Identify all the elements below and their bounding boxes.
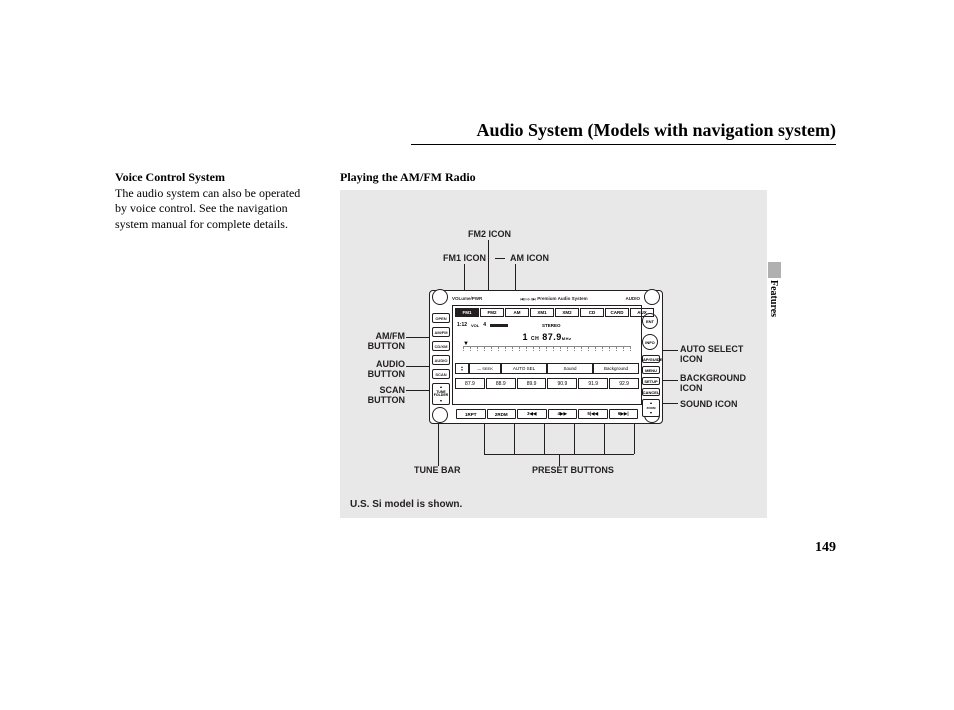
btn-5prev[interactable]: 5|◀◀ (578, 409, 608, 419)
sound-softkey[interactable]: Sound (547, 363, 593, 374)
btn-3rev[interactable]: 3◀◀ (517, 409, 547, 419)
open-button[interactable]: OPEN (432, 313, 450, 323)
left-button-column: OPEN AM/FM CD/XM AUDIO SCAN ▲ TUNE FOLDE… (432, 313, 450, 405)
amfm-button[interactable]: AM/FM (432, 327, 450, 337)
label-scan-button: SCAN BUTTON (350, 386, 405, 406)
side-tab-marker (768, 262, 781, 278)
label-audio-button: AUDIO BUTTON (350, 360, 405, 380)
radio-screen: FM1 FM2 AM XM1 XM2 CD CARD AUX 1:12 VOL … (452, 305, 642, 405)
stereo-indicator: STEREO (542, 323, 561, 328)
menu-button[interactable]: MENU (642, 366, 660, 374)
tune-up-icon: ▲ (439, 385, 442, 389)
label-fm2-icon: FM2 ICON (468, 230, 511, 240)
left-column: Voice Control System The audio system ca… (115, 170, 310, 232)
tune-folder-rocker[interactable]: ▲ TUNE FOLDER ▼ (432, 383, 450, 405)
bottom-button-row: 1RPT 2RDM 3◀◀ 4▶▶ 5|◀◀ 6▶▶| (456, 409, 638, 419)
scan-button[interactable]: SCAN (432, 369, 450, 379)
figure-caption: U.S. Si model is shown. (350, 499, 462, 510)
preset-4[interactable]: 90.9 (547, 378, 577, 389)
clock-value: 1:12 (457, 322, 467, 328)
auto-select-softkey[interactable]: AUTO SEL (501, 363, 547, 374)
tune-label: TUNE FOLDER (434, 391, 448, 398)
softkey-row: ▲ ▼ — SEEK AUTO SEL Sound Background (455, 363, 639, 374)
mapguide-button[interactable]: MAP/GUIDE (642, 355, 660, 363)
zoom-label: ZOOM (647, 406, 656, 410)
tune-down-icon: ▼ (439, 399, 442, 403)
side-tab-label: Features (768, 280, 779, 317)
freq-ch-label: CH (531, 336, 539, 342)
top-left-label: VOLume/PWR (452, 296, 482, 301)
vol-value: 4 (483, 322, 486, 328)
preset-2[interactable]: 88.9 (486, 378, 516, 389)
voice-control-body: The audio system can also be operated by… (115, 186, 300, 231)
label-am-icon: AM ICON (510, 254, 549, 264)
label-amfm-button: AM/FM BUTTON (350, 332, 405, 352)
tab-xm1[interactable]: XM1 (530, 308, 554, 317)
voice-control-heading: Voice Control System (115, 170, 225, 184)
top-strip: VOLume/PWR |◀|| ▷▷ ||▶| Premium Audio Sy… (452, 293, 640, 303)
lower-left-knob[interactable] (432, 407, 448, 423)
label-auto-select-icon: AUTO SELECT ICON (680, 345, 743, 365)
preset-5[interactable]: 91.9 (578, 378, 608, 389)
freq-unit: MHz (562, 336, 572, 341)
zoom-rocker[interactable]: ▲ ZOOM ▼ (642, 399, 660, 417)
seek-label: — SEEK (469, 363, 501, 374)
top-right-label: AUDIO (625, 296, 640, 301)
freq-value: 87.9 (542, 332, 562, 342)
info-line: 1:12 VOL 4 STEREO (457, 322, 561, 328)
label-sound-icon: SOUND ICON (680, 400, 738, 410)
preset-1[interactable]: 87.9 (455, 378, 485, 389)
btn-4fwd[interactable]: 4▶▶ (548, 409, 578, 419)
dial-ticks (463, 347, 631, 351)
section-heading: Playing the AM/FM Radio (340, 170, 476, 185)
volume-knob[interactable] (432, 289, 448, 305)
tab-fm2[interactable]: FM2 (480, 308, 504, 317)
seek-down-icon: ▼ (461, 369, 464, 372)
btn-1rpt[interactable]: 1RPT (456, 409, 486, 419)
audio-button[interactable]: AUDIO (432, 355, 450, 365)
cancel-button[interactable]: CANCEL (642, 388, 660, 396)
top-center-label: |◀|| ▷▷ ||▶| Premium Audio System (520, 296, 588, 301)
label-preset-buttons: PRESET BUTTONS (532, 466, 614, 476)
page-number: 149 (815, 540, 836, 556)
audio-knob[interactable] (644, 289, 660, 305)
label-fm1-icon: FM1 ICON (443, 254, 486, 264)
freq-preset-num: 1 (522, 332, 528, 342)
tab-fm1[interactable]: FM1 (455, 308, 479, 317)
preset-row: 87.9 88.9 89.9 90.9 91.9 92.9 (455, 378, 639, 389)
right-button-column: ENT INFO MAP/GUIDE MENU SETUP CANCEL ▲ Z… (642, 313, 660, 417)
zoom-up-icon: ▲ (649, 401, 652, 405)
info-button[interactable]: INFO (642, 334, 658, 350)
background-softkey[interactable]: Background (593, 363, 639, 374)
tab-cd[interactable]: CD (580, 308, 604, 317)
page-title: Audio System (Models with navigation sys… (411, 120, 836, 145)
frequency-display: 1CH87.9MHz (453, 332, 641, 342)
setup-button[interactable]: SETUP (642, 377, 660, 385)
preset-3[interactable]: 89.9 (517, 378, 547, 389)
vol-bar (490, 324, 508, 327)
seek-rocker[interactable]: ▲ ▼ (455, 363, 469, 374)
preset-6[interactable]: 92.9 (609, 378, 639, 389)
label-tune-bar: TUNE BAR (414, 466, 461, 476)
tab-card[interactable]: CARD (605, 308, 629, 317)
btn-6next[interactable]: 6▶▶| (609, 409, 639, 419)
radio-figure: FM2 ICON FM1 ICON AM ICON AM/FM BUTTON A… (340, 190, 767, 518)
tab-am[interactable]: AM (505, 308, 529, 317)
cdxm-button[interactable]: CD/XM (432, 341, 450, 351)
radio-unit: VOLume/PWR |◀|| ▷▷ ||▶| Premium Audio Sy… (429, 290, 663, 424)
label-background-icon: BACKGROUND ICON (680, 374, 746, 394)
tune-bar[interactable]: ▼ (463, 346, 631, 358)
tab-aux[interactable]: AUX (630, 308, 654, 317)
zoom-down-icon: ▼ (649, 411, 652, 415)
tab-xm2[interactable]: XM2 (555, 308, 579, 317)
btn-2rdm[interactable]: 2RDM (487, 409, 517, 419)
source-tabs: FM1 FM2 AM XM1 XM2 CD CARD AUX (455, 308, 654, 317)
vol-label: VOL (471, 323, 479, 328)
